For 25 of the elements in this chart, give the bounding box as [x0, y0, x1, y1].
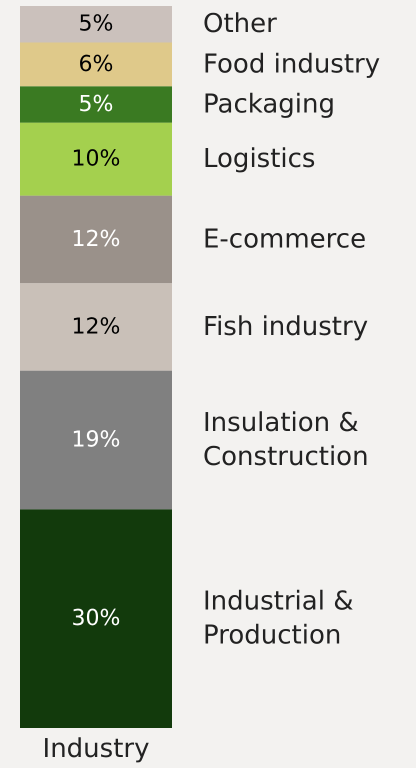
series-label: Food industry	[203, 49, 380, 80]
data-label: 5%	[78, 92, 114, 117]
bar	[20, 283, 172, 371]
series-label: Fish industry	[203, 312, 368, 342]
bar	[20, 42, 172, 86]
bar	[20, 6, 172, 42]
data-label: 10%	[72, 146, 120, 172]
series-label: Other	[203, 9, 278, 40]
series-label: E-commerce	[203, 224, 366, 254]
data-label: 30%	[72, 606, 120, 632]
bar	[20, 196, 172, 284]
series-label: Industrial & Production	[203, 586, 362, 651]
bar	[20, 122, 172, 196]
data-label: 5%	[78, 12, 114, 37]
data-label: 12%	[72, 314, 120, 340]
bar	[20, 509, 172, 728]
series-label: Insulation & Construction	[203, 408, 369, 472]
data-label: 19%	[72, 427, 120, 452]
data-label: 12%	[72, 226, 120, 252]
bar	[20, 370, 172, 510]
x-tick-label: Industry	[42, 734, 150, 764]
bar	[20, 86, 172, 123]
series-label: Packaging	[203, 89, 335, 120]
series-label: Logistics	[203, 144, 316, 174]
data-label: 6%	[78, 52, 114, 77]
